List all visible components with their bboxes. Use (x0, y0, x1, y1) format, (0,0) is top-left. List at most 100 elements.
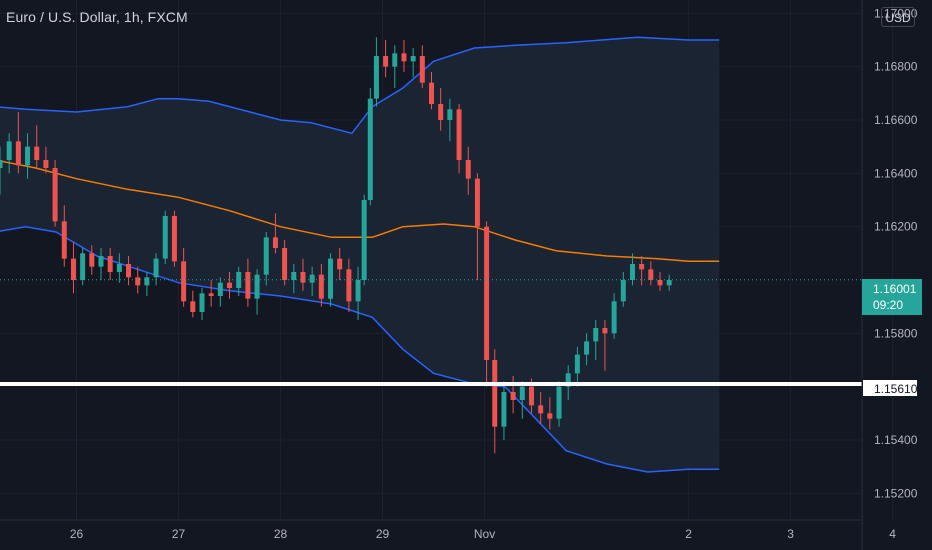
price-tick-label: 1.16600 (874, 113, 918, 127)
candle (162, 210, 168, 264)
candle (574, 346, 580, 387)
price-axis[interactable]: 1.15200 1.15400 1.15800 1.16200 1.16400 1.166… (874, 6, 918, 500)
candle (361, 194, 367, 286)
time-tick-label: Nov (474, 527, 495, 541)
bar-countdown: 09:20 (873, 298, 904, 312)
candle (254, 269, 260, 315)
candle (538, 392, 544, 424)
candle (328, 253, 334, 307)
candle (346, 258, 352, 312)
time-tick-label: 29 (376, 527, 390, 541)
candle (43, 146, 49, 174)
level-price-tag: 1.15610 (862, 379, 918, 397)
candle (447, 98, 453, 142)
candle (126, 256, 132, 286)
candle (383, 40, 389, 78)
candle (309, 266, 315, 296)
candle (602, 320, 608, 371)
candle (70, 242, 76, 294)
time-tick-label: 28 (274, 527, 288, 541)
candle (236, 266, 242, 296)
candle (300, 258, 306, 291)
candle (438, 88, 444, 131)
candle (465, 146, 471, 195)
candle (272, 213, 278, 254)
candle (208, 280, 214, 307)
price-tick-label: 1.16200 (874, 220, 918, 234)
candle (519, 381, 525, 419)
last-price-value: 1.16001 (873, 282, 917, 296)
candle (144, 272, 150, 296)
candle (401, 40, 407, 72)
candle (657, 272, 663, 291)
candle (227, 272, 233, 299)
candle (556, 381, 562, 427)
candle (611, 293, 617, 339)
candle (492, 349, 498, 454)
candle (367, 88, 373, 206)
candle (135, 266, 141, 294)
candle (80, 248, 86, 286)
candle (282, 240, 288, 286)
time-tick-label: 2 (685, 527, 692, 541)
candlesticks (0, 37, 672, 454)
lower-band-line (0, 225, 720, 473)
price-tick-label: 1.15400 (874, 433, 918, 447)
candle (639, 256, 645, 286)
candle (337, 248, 343, 280)
candle (355, 266, 361, 320)
price-tick-label: 1.16800 (874, 60, 918, 74)
candle (648, 261, 654, 286)
candle (34, 125, 40, 168)
candle (484, 221, 490, 387)
bollinger-band-fill (0, 37, 720, 472)
candle (25, 133, 31, 179)
candle (501, 381, 507, 440)
candle (0, 146, 3, 195)
candle (373, 37, 379, 107)
upper-band-line (0, 36, 720, 135)
candle (199, 288, 205, 320)
candle (456, 104, 462, 174)
time-tick-label: 4 (889, 527, 896, 541)
candle (116, 253, 122, 283)
price-tick-label: 1.16400 (874, 166, 918, 180)
candle (181, 248, 187, 307)
time-tick-label: 3 (787, 527, 794, 541)
candle (171, 210, 177, 267)
time-tick-label: 26 (70, 527, 84, 541)
candle (89, 245, 95, 275)
candle (584, 333, 590, 366)
last-price-tag: 1.16001 09:20 (862, 279, 922, 315)
candle (410, 48, 416, 78)
candle (263, 232, 269, 286)
candle (61, 205, 67, 267)
price-tick-label: 1.17000 (874, 6, 918, 20)
candle (107, 248, 113, 280)
currency-button[interactable]: USD (881, 7, 915, 27)
candle (52, 160, 58, 227)
candle (217, 277, 223, 307)
candle (318, 264, 324, 307)
candle (419, 45, 425, 88)
candle (6, 133, 12, 174)
symbol-title: Euro / U.S. Dollar, 1h, FXCM (6, 9, 188, 25)
basis-line (0, 160, 720, 263)
price-tick-label: 1.15200 (874, 486, 918, 500)
time-axis[interactable]: 26 27 28 29 Nov 2 3 4 (70, 527, 896, 541)
price-tick-label: 1.15800 (874, 326, 918, 340)
candle (547, 397, 553, 430)
candle (190, 290, 196, 318)
candle (291, 264, 297, 294)
time-tick-label: 27 (172, 527, 186, 541)
candle (593, 320, 599, 360)
candle (392, 45, 398, 88)
candle (666, 274, 672, 291)
candle (98, 248, 104, 280)
candle (15, 112, 21, 174)
candle (245, 258, 251, 307)
candle (620, 272, 626, 307)
candle (474, 173, 480, 280)
candle (429, 72, 435, 110)
